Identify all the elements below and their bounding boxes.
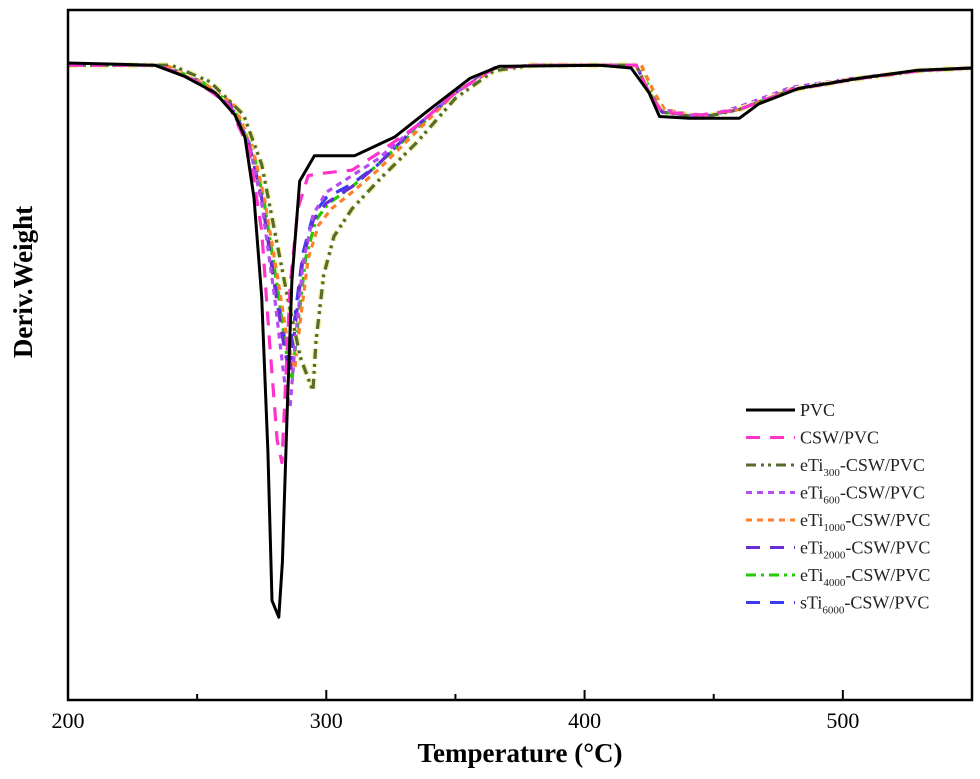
legend-item: eTi300-CSW/PVC — [746, 455, 925, 479]
series-halo — [68, 62, 973, 392]
y-axis-title: Deriv.Weight — [8, 206, 38, 358]
legend-item: PVC — [746, 400, 835, 420]
legend-item: eTi1000-CSW/PVC — [746, 510, 930, 534]
legend-item: CSW/PVC — [746, 428, 879, 448]
series-line-eti300-csw-pvc — [68, 63, 973, 393]
legend-label: PVC — [800, 400, 835, 420]
legend-item: sTi6000-CSW/PVC — [746, 593, 929, 617]
legend-label: eTi4000-CSW/PVC — [800, 565, 930, 589]
legend: PVC CSW/PVC eTi300-CSW/PVC eTi600-CSW/PVC eT… — [746, 400, 930, 617]
x-axis-title: Temperature (°C) — [417, 738, 622, 768]
legend-label: sTi6000-CSW/PVC — [800, 593, 929, 617]
legend-item: eTi2000-CSW/PVC — [746, 538, 930, 562]
legend-item: eTi4000-CSW/PVC — [746, 565, 930, 589]
series-line-pvc — [67, 61, 973, 619]
series-line-eti2000-csw-pvc — [68, 63, 973, 376]
plot-frame — [66, 8, 974, 702]
series-line-sti6000-csw-pvc — [68, 63, 973, 365]
series-line-eti600-csw-pvc — [68, 63, 973, 409]
series-line-csw-pvc — [68, 63, 973, 465]
series-line-eti4000-csw-pvc — [68, 63, 973, 382]
legend-label: eTi300-CSW/PVC — [800, 455, 925, 479]
legend-label: CSW/PVC — [800, 428, 879, 448]
x-tick-label: 300 — [310, 708, 343, 733]
x-tick-label: 200 — [52, 708, 85, 733]
series-line-eti1000-csw-pvc — [68, 63, 973, 371]
series-layer — [67, 61, 973, 619]
x-tick-label: 500 — [826, 708, 859, 733]
legend-label: eTi600-CSW/PVC — [800, 483, 925, 507]
legend-label: eTi2000-CSW/PVC — [800, 538, 930, 562]
legend-item: eTi600-CSW/PVC — [746, 483, 925, 507]
x-ticks: 200 300 400 500 — [52, 690, 973, 733]
x-tick-label: 400 — [568, 708, 601, 733]
legend-label: eTi1000-CSW/PVC — [800, 510, 930, 534]
